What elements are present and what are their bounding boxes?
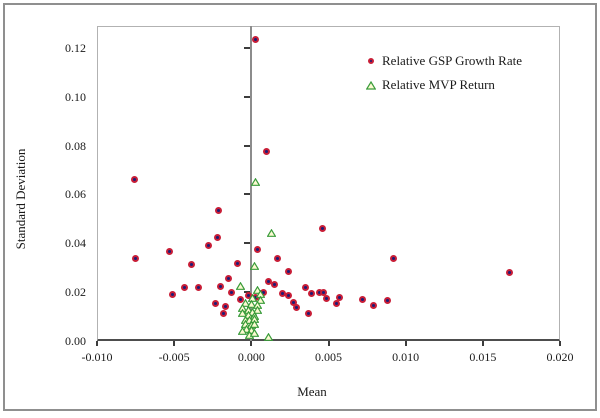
data-point-mvp bbox=[263, 333, 273, 341]
data-point-gsp bbox=[213, 233, 221, 241]
zero-axis-line bbox=[250, 26, 253, 341]
x-axis-tick-label: -0.010 bbox=[81, 350, 113, 364]
x-axis-tick bbox=[96, 341, 98, 346]
data-point-mvp bbox=[249, 319, 259, 328]
data-point-gsp bbox=[323, 294, 331, 302]
open-triangle-marker-icon bbox=[363, 80, 379, 90]
x-axis-tick bbox=[327, 341, 330, 346]
data-point-gsp bbox=[505, 268, 513, 276]
data-point-gsp bbox=[252, 35, 260, 43]
data-point-gsp bbox=[284, 267, 292, 275]
data-point-gsp bbox=[263, 148, 271, 155]
data-point-mvp bbox=[251, 177, 261, 186]
x-axis-tick-label: 0.020 bbox=[546, 350, 574, 364]
data-point-gsp bbox=[216, 282, 224, 290]
data-point-gsp bbox=[227, 288, 235, 296]
data-point-gsp bbox=[224, 274, 232, 282]
y-axis-tick bbox=[244, 46, 251, 49]
data-point-gsp bbox=[237, 295, 245, 303]
data-point-mvp bbox=[246, 300, 256, 309]
data-point-gsp bbox=[369, 301, 377, 309]
y-axis-tick-label: 0.06 bbox=[65, 187, 86, 202]
data-point-gsp bbox=[389, 254, 397, 262]
y-axis-tick-label: 0.08 bbox=[65, 138, 86, 153]
data-point-gsp bbox=[187, 260, 195, 268]
data-point-gsp bbox=[132, 254, 140, 262]
y-axis-tick-label: 0.02 bbox=[65, 285, 86, 300]
data-point-gsp bbox=[244, 291, 252, 299]
filled-circle-marker-icon bbox=[363, 58, 379, 64]
data-point-mvp bbox=[237, 326, 247, 335]
data-point-mvp bbox=[253, 305, 262, 314]
data-point-gsp bbox=[221, 302, 229, 310]
x-axis-tick-label: 0.010 bbox=[392, 350, 420, 364]
data-point-gsp bbox=[304, 309, 312, 317]
y-axis-tick-label: 0.04 bbox=[65, 236, 86, 251]
x-axis-tick bbox=[404, 341, 407, 346]
y-axis-tick bbox=[244, 193, 251, 196]
x-axis-tick-label: 0.005 bbox=[315, 350, 342, 364]
legend-label-gsp-growth-rate: Relative GSP Growth Rate bbox=[382, 53, 522, 68]
data-point-gsp bbox=[215, 206, 223, 214]
data-point-mvp bbox=[236, 282, 246, 290]
data-point-gsp bbox=[212, 299, 220, 307]
data-point-gsp bbox=[169, 290, 177, 298]
x-axis-tick-label: -0.005 bbox=[158, 350, 190, 364]
data-point-mvp bbox=[240, 299, 250, 308]
data-point-gsp bbox=[270, 280, 278, 288]
data-point-gsp bbox=[264, 277, 272, 285]
y-axis-title: Standard Deviation bbox=[13, 148, 28, 250]
x-axis-tick-label: 0.015 bbox=[469, 350, 497, 364]
data-point-gsp bbox=[233, 259, 241, 267]
legend-item-mvp-return: Relative MVP Return bbox=[363, 73, 522, 97]
data-point-mvp bbox=[249, 328, 259, 337]
data-point-gsp bbox=[181, 283, 189, 291]
data-point-gsp bbox=[335, 293, 343, 301]
data-point-gsp bbox=[220, 309, 228, 317]
data-point-gsp bbox=[292, 303, 300, 311]
x-axis-title: Mean bbox=[297, 384, 327, 399]
data-point-gsp bbox=[278, 289, 286, 297]
y-axis-tick-label: 0.12 bbox=[65, 40, 86, 55]
data-point-gsp bbox=[195, 283, 203, 291]
figure-border bbox=[3, 3, 597, 411]
plot-area bbox=[97, 26, 560, 341]
data-point-gsp bbox=[284, 291, 292, 299]
data-point-gsp bbox=[318, 224, 326, 232]
x-axis-tick bbox=[481, 341, 484, 346]
legend: Relative GSP Growth Rate Relative MVP Re… bbox=[363, 49, 522, 97]
y-axis-tick-label: 0.10 bbox=[65, 89, 86, 104]
data-point-gsp bbox=[166, 247, 174, 255]
x-axis-tick-label: 0.000 bbox=[237, 350, 265, 364]
data-point-mvp bbox=[249, 262, 259, 270]
data-point-gsp bbox=[274, 254, 282, 262]
y-axis-tick bbox=[244, 95, 251, 98]
data-point-mvp bbox=[266, 229, 276, 238]
y-axis-tick bbox=[244, 144, 251, 147]
data-point-mvp bbox=[256, 295, 266, 304]
data-point-gsp bbox=[301, 283, 309, 291]
y-axis-tick-label: 0.00 bbox=[65, 334, 86, 348]
x-axis-tick bbox=[559, 341, 561, 346]
data-point-gsp bbox=[254, 245, 261, 253]
x-axis-tick bbox=[250, 341, 253, 346]
data-point-gsp bbox=[308, 289, 316, 297]
legend-item-gsp-growth-rate: Relative GSP Growth Rate bbox=[363, 49, 522, 73]
data-point-gsp bbox=[358, 296, 366, 304]
data-point-gsp bbox=[383, 297, 391, 305]
data-point-gsp bbox=[332, 299, 340, 307]
data-point-mvp bbox=[248, 294, 258, 302]
data-point-mvp bbox=[237, 309, 247, 318]
y-axis-tick bbox=[244, 242, 251, 245]
x-axis-tick bbox=[173, 341, 176, 346]
data-point-gsp bbox=[130, 175, 138, 183]
legend-label-mvp-return: Relative MVP Return bbox=[382, 77, 495, 92]
data-point-gsp bbox=[204, 241, 212, 249]
